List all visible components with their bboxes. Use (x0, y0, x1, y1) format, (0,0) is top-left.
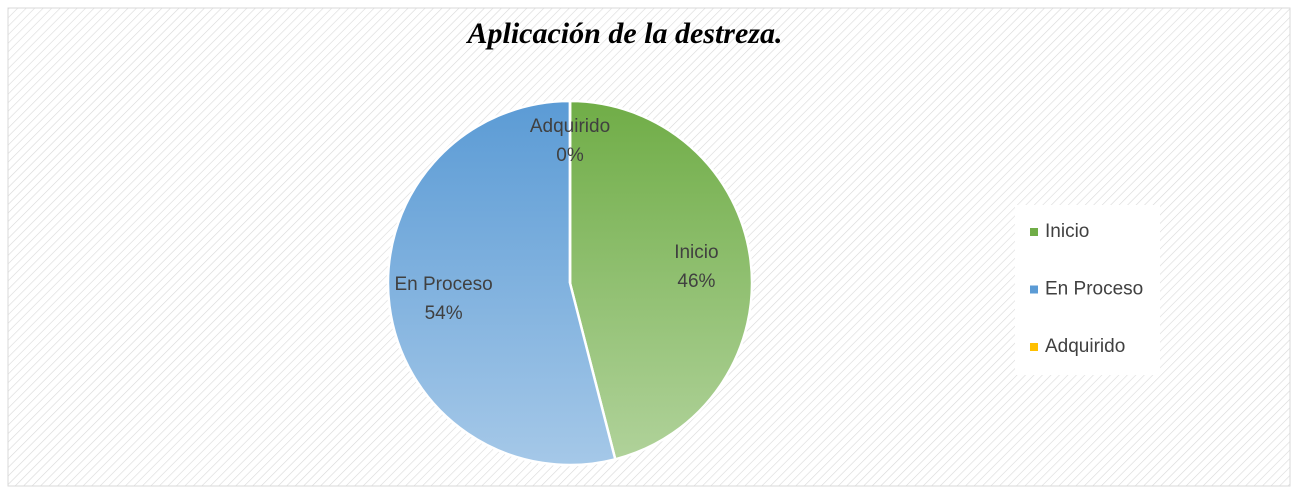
legend-label: Inicio (1045, 221, 1089, 242)
legend-swatch (1030, 228, 1038, 236)
chart-title: Aplicación de la destreza. (466, 17, 783, 50)
data-label-value: 54% (425, 303, 463, 324)
legend-label: Adquirido (1045, 336, 1125, 357)
legend-swatch (1030, 285, 1038, 294)
pie-slice (568, 99, 754, 461)
data-label-value: 46% (677, 271, 715, 292)
pie-slice (386, 99, 617, 467)
legend-box (1015, 205, 1160, 375)
legend-swatch (1030, 343, 1038, 351)
data-label-name: En Proceso (394, 274, 492, 295)
data-label-name: Adquirido (530, 116, 610, 137)
data-label-name: Inicio (674, 242, 718, 263)
data-label-value: 0% (556, 145, 584, 166)
legend-label: En Proceso (1045, 279, 1143, 300)
